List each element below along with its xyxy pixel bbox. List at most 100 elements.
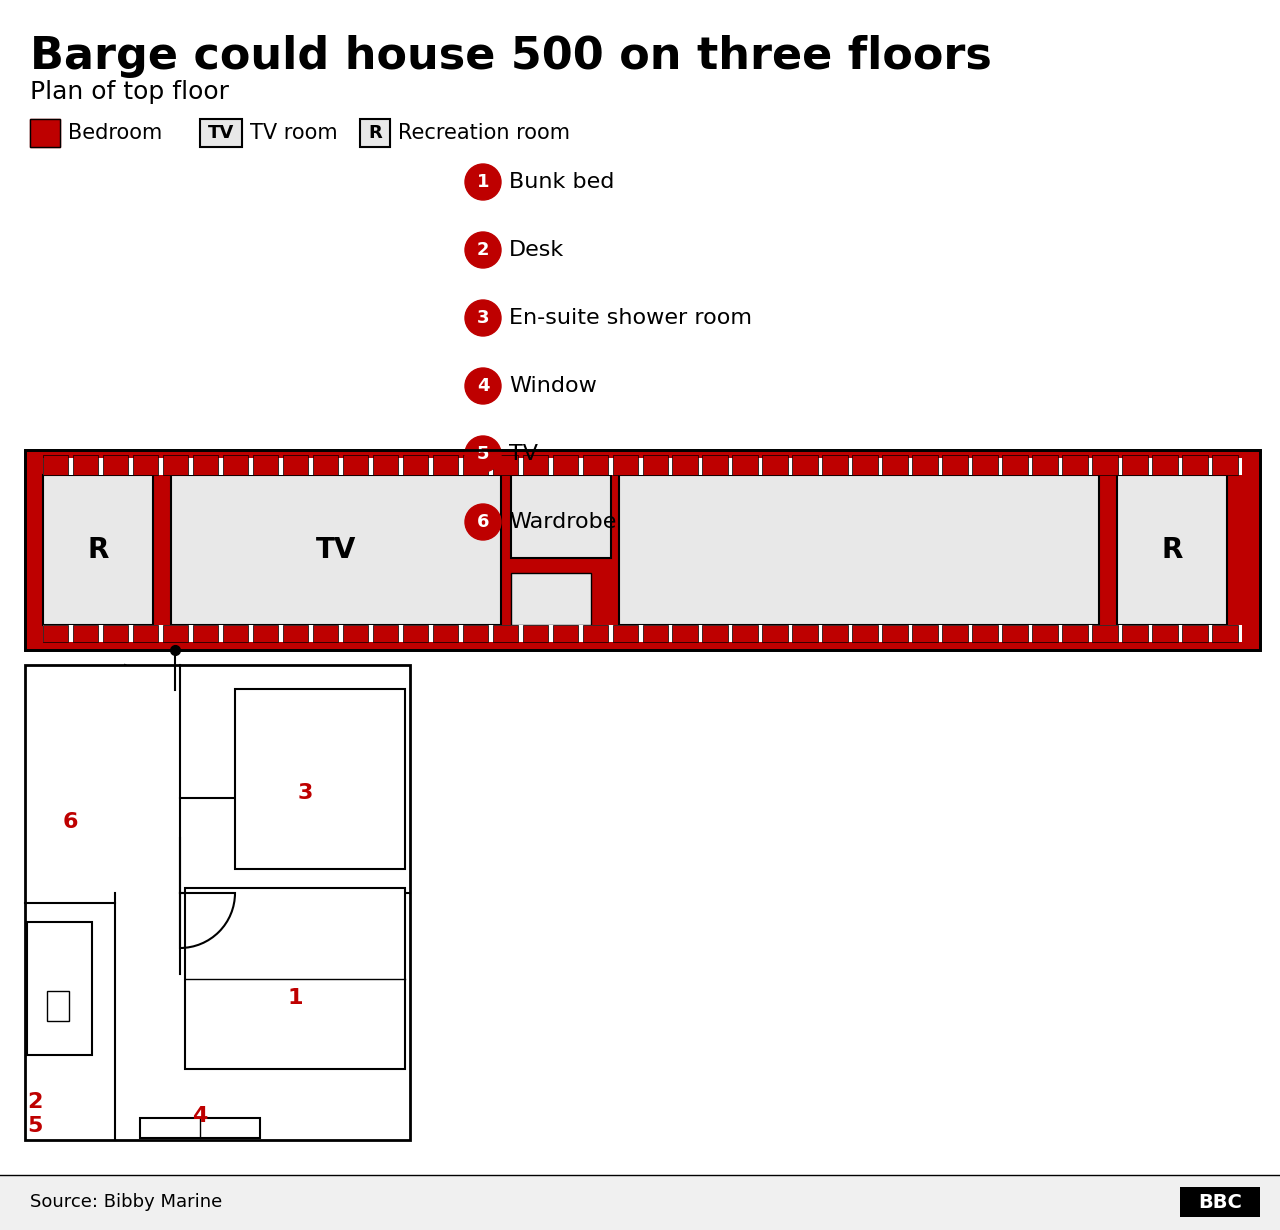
Bar — [882, 625, 908, 642]
Bar — [283, 455, 308, 475]
Text: Desk: Desk — [509, 240, 564, 260]
Bar — [312, 625, 338, 642]
Bar — [403, 455, 429, 475]
Text: TV: TV — [316, 536, 356, 565]
Bar — [522, 455, 548, 475]
Bar — [140, 1118, 260, 1138]
Bar — [522, 625, 548, 642]
Bar — [822, 455, 847, 475]
Text: R: R — [1161, 536, 1183, 565]
Bar — [462, 455, 488, 475]
Bar — [1062, 625, 1088, 642]
Bar — [133, 625, 159, 642]
Bar — [343, 455, 369, 475]
Bar — [403, 625, 429, 642]
Bar — [792, 455, 818, 475]
Text: Window: Window — [509, 376, 596, 396]
Text: 6: 6 — [63, 812, 78, 831]
Text: R: R — [87, 536, 109, 565]
Text: 6: 6 — [476, 513, 489, 531]
Bar — [1152, 625, 1178, 642]
Bar — [703, 625, 728, 642]
Bar — [1212, 455, 1238, 475]
Bar — [133, 455, 159, 475]
Bar — [236, 689, 404, 870]
Circle shape — [465, 368, 500, 403]
Bar — [223, 625, 248, 642]
Bar — [1123, 455, 1148, 475]
Bar — [29, 119, 60, 148]
Bar — [643, 455, 668, 475]
Bar — [73, 455, 99, 475]
Text: Barge could house 500 on three floors: Barge could house 500 on three floors — [29, 34, 992, 77]
Bar — [186, 888, 404, 1069]
Bar — [1212, 625, 1238, 642]
Text: 2: 2 — [476, 241, 489, 260]
Bar — [852, 455, 878, 475]
Text: BBC: BBC — [1198, 1193, 1242, 1212]
Bar — [223, 455, 248, 475]
Bar — [44, 625, 68, 642]
Text: TV room: TV room — [250, 123, 338, 143]
Bar — [462, 625, 488, 642]
Text: 5: 5 — [476, 445, 489, 462]
Bar — [703, 455, 728, 475]
Bar — [312, 455, 338, 475]
Bar — [852, 625, 878, 642]
Bar — [163, 455, 188, 475]
Bar — [732, 455, 758, 475]
Bar — [172, 475, 500, 625]
Text: En-suite shower room: En-suite shower room — [509, 308, 753, 328]
Bar — [672, 455, 698, 475]
Bar — [1181, 625, 1207, 642]
Circle shape — [465, 164, 500, 200]
Bar — [620, 475, 1100, 625]
Bar — [253, 625, 278, 642]
Bar — [1002, 455, 1028, 475]
Bar — [582, 455, 608, 475]
Circle shape — [465, 232, 500, 268]
Bar — [582, 625, 608, 642]
Text: Bedroom: Bedroom — [68, 123, 163, 143]
Bar — [47, 991, 69, 1021]
Bar — [553, 625, 579, 642]
Bar — [1032, 455, 1057, 475]
Bar — [942, 625, 968, 642]
Bar — [372, 625, 398, 642]
Bar — [26, 665, 410, 1140]
Bar — [493, 455, 518, 475]
Text: Plan of top floor: Plan of top floor — [29, 80, 229, 105]
Bar — [1181, 455, 1207, 475]
Bar — [433, 625, 458, 642]
Bar — [882, 455, 908, 475]
Bar — [44, 625, 1242, 642]
Bar — [102, 625, 128, 642]
Bar — [763, 625, 788, 642]
Bar — [29, 119, 60, 148]
Text: 4: 4 — [476, 378, 489, 395]
Bar — [163, 625, 188, 642]
Bar — [1092, 625, 1117, 642]
Bar — [1152, 455, 1178, 475]
Bar — [792, 625, 818, 642]
Bar — [44, 475, 154, 625]
Bar — [44, 455, 68, 475]
Bar — [613, 455, 637, 475]
Bar — [511, 572, 591, 625]
Bar — [973, 625, 997, 642]
Bar — [283, 625, 308, 642]
Bar — [1002, 625, 1028, 642]
Bar — [493, 625, 518, 642]
Text: TV: TV — [509, 444, 538, 464]
Bar — [0, 1175, 1280, 1230]
Bar — [1092, 455, 1117, 475]
Bar — [1117, 475, 1228, 625]
Text: Wardrobe: Wardrobe — [509, 512, 617, 533]
Bar — [27, 921, 92, 1054]
Text: 1: 1 — [287, 989, 303, 1009]
Bar — [973, 455, 997, 475]
Text: R: R — [369, 124, 381, 141]
Bar — [360, 119, 390, 148]
Text: 5: 5 — [27, 1116, 42, 1135]
Bar — [200, 119, 242, 148]
